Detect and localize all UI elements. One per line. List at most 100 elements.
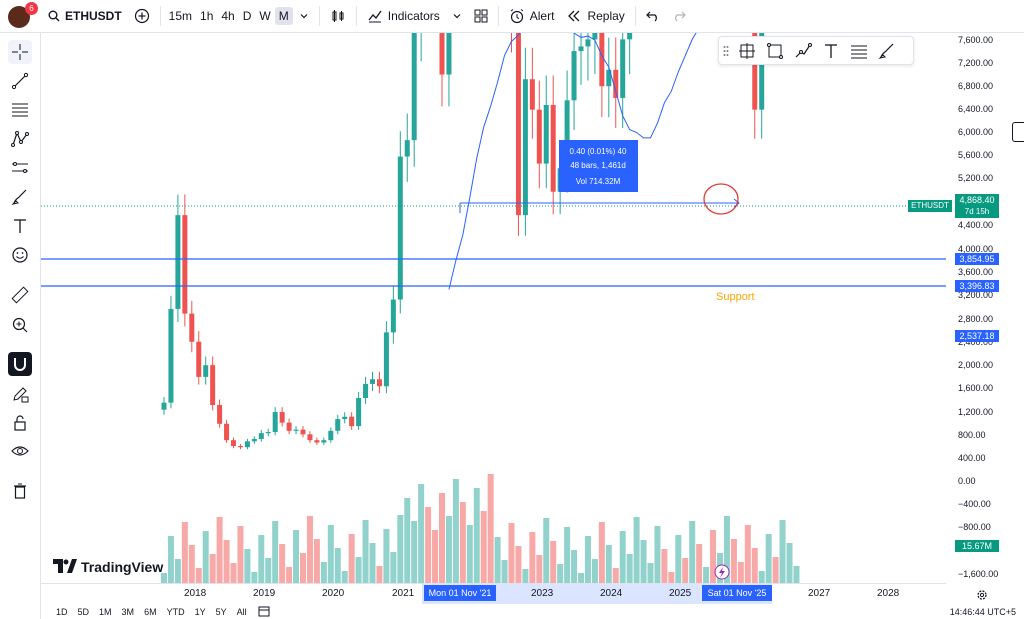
- candle-body: [564, 100, 570, 169]
- volume-bar: [459, 502, 466, 583]
- price-chart[interactable]: 0.40 (0.01%) 40 48 bars, 1,461d Vol 714.…: [41, 33, 946, 604]
- trendline-tool[interactable]: [8, 69, 32, 93]
- fib-retracement-tool[interactable]: [845, 38, 873, 64]
- price-tick-label: 5,600.00: [958, 150, 994, 160]
- timeframe-4h[interactable]: 4h: [221, 9, 235, 23]
- time-tick-label: 2023: [531, 588, 554, 599]
- timeframe-m[interactable]: M: [274, 7, 293, 25]
- range-6m[interactable]: 6M: [144, 606, 157, 617]
- volume-bar: [578, 573, 584, 583]
- lock-drawings-button[interactable]: [8, 411, 32, 435]
- volume-bar: [300, 553, 306, 583]
- volume-bar: [758, 571, 765, 583]
- range-1y[interactable]: 1Y: [194, 606, 206, 617]
- drawing-toolbar: [0, 33, 41, 619]
- candles-icon: [332, 10, 344, 22]
- path-tool[interactable]: [789, 38, 817, 64]
- chevron-down-icon: [453, 14, 461, 19]
- lock-draw-tool[interactable]: [8, 382, 32, 406]
- volume-bar: [327, 525, 334, 583]
- redo-button[interactable]: [666, 0, 692, 32]
- divider: [497, 6, 499, 26]
- brush-tool-floating[interactable]: [873, 38, 901, 64]
- volume-bar: [647, 563, 654, 583]
- text-note-tool[interactable]: [817, 38, 845, 64]
- remove-drawings-button[interactable]: [8, 479, 32, 503]
- price-tick-label: 4,000.00: [958, 244, 994, 254]
- timeframe-15m[interactable]: 15m: [168, 9, 193, 23]
- undo-icon: [645, 11, 657, 22]
- indicators-dropdown[interactable]: [446, 0, 468, 32]
- range-end-tag: Sat 01 Nov '25: [702, 585, 772, 601]
- goto-date-button[interactable]: [258, 605, 270, 619]
- rectangle-tool[interactable]: [761, 38, 789, 64]
- range-ytd[interactable]: YTD: [166, 606, 185, 617]
- fib-tool[interactable]: [8, 98, 32, 122]
- undo-button[interactable]: [640, 0, 666, 32]
- range-all[interactable]: All: [236, 606, 247, 617]
- candle-body: [286, 422, 292, 431]
- forecast-tool[interactable]: [8, 156, 32, 180]
- right-panel-button[interactable]: [1012, 122, 1024, 142]
- layouts-button[interactable]: [468, 0, 494, 32]
- volume-bar: [348, 534, 355, 583]
- candlesticks: [161, 33, 765, 450]
- replay-button[interactable]: Replay: [560, 0, 630, 32]
- volume-bar: [751, 548, 758, 583]
- timeframe-dropdown[interactable]: [293, 0, 315, 32]
- range-5d[interactable]: 5D: [77, 606, 90, 617]
- volume-bar: [452, 479, 459, 583]
- volume-bar: [216, 517, 223, 583]
- zoom-tool[interactable]: [8, 313, 32, 337]
- ruler-tool[interactable]: [8, 283, 32, 307]
- volume-bar: [167, 536, 174, 583]
- brush-tool[interactable]: [8, 185, 32, 209]
- time-axis[interactable]: [41, 583, 946, 605]
- candle-body: [390, 299, 396, 333]
- candle-body: [356, 397, 362, 427]
- indicators-button[interactable]: Indicators: [361, 0, 446, 32]
- hide-drawings-button[interactable]: [8, 439, 32, 463]
- compare-symbol-button[interactable]: [128, 0, 156, 32]
- time-range-highlight: [422, 584, 772, 604]
- volume-bar: [779, 520, 786, 583]
- price-tick-label: 2,400.00: [958, 337, 994, 347]
- volume-bar: [369, 543, 376, 583]
- candle-body: [251, 439, 257, 442]
- time-tick-label: 2025: [669, 588, 692, 599]
- price-tick-label: 7,600.00: [958, 35, 994, 45]
- timeframe-d[interactable]: D: [242, 9, 252, 23]
- pattern-tool[interactable]: [8, 127, 32, 151]
- date-price-range-tool[interactable]: [733, 38, 761, 64]
- crosshair-tool[interactable]: [8, 40, 32, 64]
- volume-bar: [710, 530, 717, 583]
- avatar[interactable]: [8, 6, 30, 28]
- range-1m[interactable]: 1M: [99, 606, 112, 617]
- volume-bar: [703, 567, 710, 583]
- range-1d[interactable]: 1D: [56, 606, 68, 617]
- alert-button[interactable]: Alert: [503, 0, 561, 32]
- volume-bar: [682, 558, 689, 583]
- chart-type-button[interactable]: [324, 0, 352, 32]
- volume-bar: [633, 517, 640, 583]
- range-3m[interactable]: 3M: [121, 606, 135, 617]
- candle-body: [397, 156, 403, 300]
- timeframe-w[interactable]: W: [259, 9, 271, 23]
- emoji-tool[interactable]: [8, 243, 32, 267]
- candle-body: [446, 33, 452, 75]
- range-5y[interactable]: 5Y: [215, 606, 227, 617]
- brush-icon: [11, 189, 27, 205]
- timeframe-1h[interactable]: 1h: [200, 9, 214, 23]
- chevron-down-icon: [300, 14, 308, 19]
- tradingview-logo[interactable]: TradingView: [53, 559, 163, 575]
- axis-settings-button[interactable]: [976, 588, 988, 606]
- volume-bar: [612, 568, 619, 583]
- volume-bar: [723, 516, 730, 583]
- volume-bar: [473, 488, 480, 583]
- candle-body: [203, 365, 209, 377]
- text-tool[interactable]: [8, 214, 32, 238]
- drag-handle[interactable]: [719, 38, 733, 64]
- gear-icon: [977, 590, 987, 600]
- magnet-tool[interactable]: [8, 352, 32, 376]
- symbol-search-button[interactable]: ETHUSDT: [42, 0, 128, 32]
